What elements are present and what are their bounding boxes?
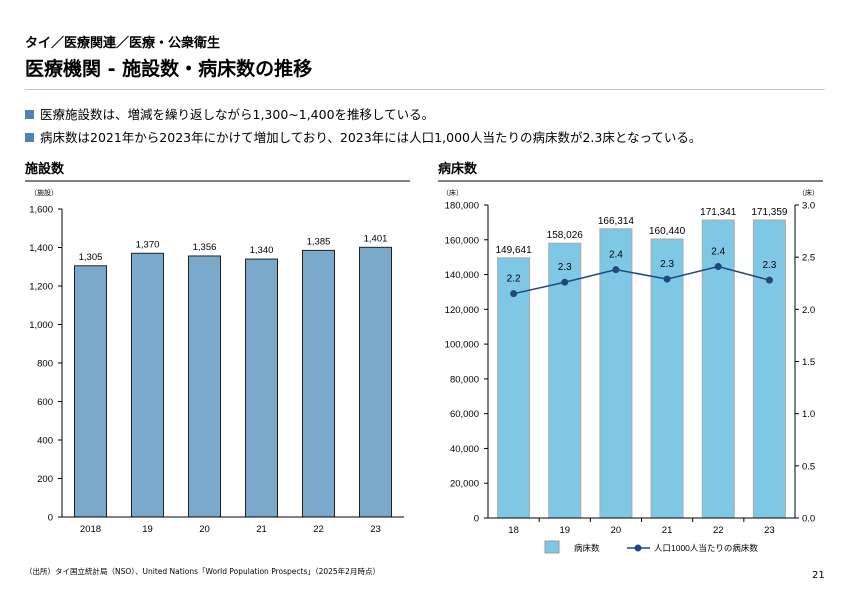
bar-value-label: 171,341 [700,207,737,218]
y-tick-label: 100,000 [445,340,479,351]
bar-value-label: 149,641 [496,245,533,256]
page-title: 医療機関 - 施設数・病床数の推移 [25,58,313,80]
y-tick-label: 40,000 [450,444,479,455]
bar-value-label: 160,440 [649,226,686,237]
y-tick-label: 1,000 [29,320,53,331]
page-number: 21 [812,570,825,581]
y-tick-label: 1,400 [29,243,53,254]
bullet-1: 医療施設数は、増減を繰り返しながら1,300~1,400を推移している。 [25,104,434,123]
line-value-label: 2.3 [558,262,572,273]
y-tick-label: 20,000 [450,479,479,490]
x-tick-label: 23 [764,525,775,536]
line-marker [510,290,518,298]
x-tick-label: 21 [662,525,673,536]
y-right-tick-label: 0.0 [802,514,815,525]
source-note: （出所）タイ国立統計局（NSO）、United Nations「World Po… [25,567,380,576]
y-right-tick-label: 2.5 [802,253,815,264]
line-series [513,265,770,295]
line-marker [612,266,620,274]
x-tick-label: 20 [611,525,622,536]
y-tick-label: 180,000 [445,201,479,212]
x-tick-label: 19 [559,525,570,536]
facilities-chart: 1,305 2018 1,370 19 1,356 20 1,340 21 1,385 22 1,4… [29,205,404,535]
left-unit-label: （施設） [30,188,58,197]
bar [74,265,107,518]
y-tick-label: 1,200 [29,282,53,293]
bar-value-label: 1,340 [250,245,274,256]
y-tick-label: 0 [48,513,53,524]
bar-value-label: 1,356 [193,242,217,253]
y-tick-label: 0 [474,514,479,525]
bar-value-label: 1,305 [79,252,103,263]
line-value-label: 2.3 [762,260,776,271]
beds-left-unit: （床） [442,188,463,197]
bar [752,219,786,519]
y-tick-label: 160,000 [445,235,479,246]
bar-value-label: 171,359 [751,207,788,218]
beds-heading: 病床数 [438,162,478,177]
bullet-text: 病床数は2021年から2023年にかけて増加しており、2023年には人口1,00… [40,130,702,145]
bar [131,252,164,518]
legend-marker-icon [634,544,642,552]
facilities-heading: 施設数 [25,162,65,177]
line-marker [714,263,722,271]
line-marker [561,278,569,286]
x-tick-label: 18 [508,525,519,536]
y-tick-label: 400 [37,436,53,447]
line-marker [663,275,671,283]
bullet-square-icon [25,133,34,142]
y-tick-label: 80,000 [450,374,479,385]
beds-chart: 149,641 18 158,026 19 166,314 20 160,440 21 171,… [445,201,816,537]
x-tick-label: 2018 [80,524,101,535]
y-tick-label: 120,000 [445,305,479,316]
legend-bar-swatch [544,540,560,554]
x-tick-label: 22 [313,524,324,535]
bar [497,257,531,519]
legend-bar-label: 病床数 [574,543,600,553]
breadcrumb: タイ／医療関連／医療・公衆衛生 [25,36,221,51]
line-marker [765,276,773,284]
line-value-label: 2.2 [507,274,521,285]
x-tick-label: 21 [256,524,267,535]
beds-right-unit: （床） [798,188,819,197]
bar [359,246,392,518]
y-tick-label: 60,000 [450,409,479,420]
bar [245,258,278,518]
bar-value-label: 1,401 [364,233,388,244]
bar-value-label: 1,385 [307,236,331,247]
bar [650,238,684,519]
bar [548,242,582,519]
line-value-label: 2.4 [711,247,725,258]
legend-line-label: 人口1000人当たりの病床数 [654,543,758,553]
y-right-tick-label: 1.5 [802,357,815,368]
y-tick-label: 1,600 [29,205,53,216]
bullet-square-icon [25,110,34,119]
x-tick-label: 20 [199,524,210,535]
divider [25,180,410,182]
bar-value-label: 158,026 [547,230,584,241]
bar [188,255,221,518]
bullet-text: 医療施設数は、増減を繰り返しながら1,300~1,400を推移している。 [40,107,435,122]
y-tick-label: 200 [37,474,53,485]
y-right-tick-label: 3.0 [802,201,815,212]
y-right-tick-label: 2.0 [802,305,815,316]
bar-value-label: 1,370 [136,239,160,250]
divider [438,180,823,182]
x-tick-label: 22 [713,525,724,536]
y-tick-label: 600 [37,397,53,408]
bullet-2: 病床数は2021年から2023年にかけて増加しており、2023年には人口1,00… [25,127,701,146]
y-right-tick-label: 1.0 [802,409,815,420]
bar [302,249,335,518]
x-tick-label: 23 [370,524,381,535]
x-tick-label: 19 [142,524,153,535]
bar-value-label: 166,314 [598,216,635,227]
y-tick-label: 800 [37,359,53,370]
y-tick-label: 140,000 [445,270,479,281]
divider [25,89,825,90]
y-right-tick-label: 0.5 [802,461,815,472]
line-value-label: 2.3 [660,259,674,270]
line-value-label: 2.4 [609,250,623,261]
